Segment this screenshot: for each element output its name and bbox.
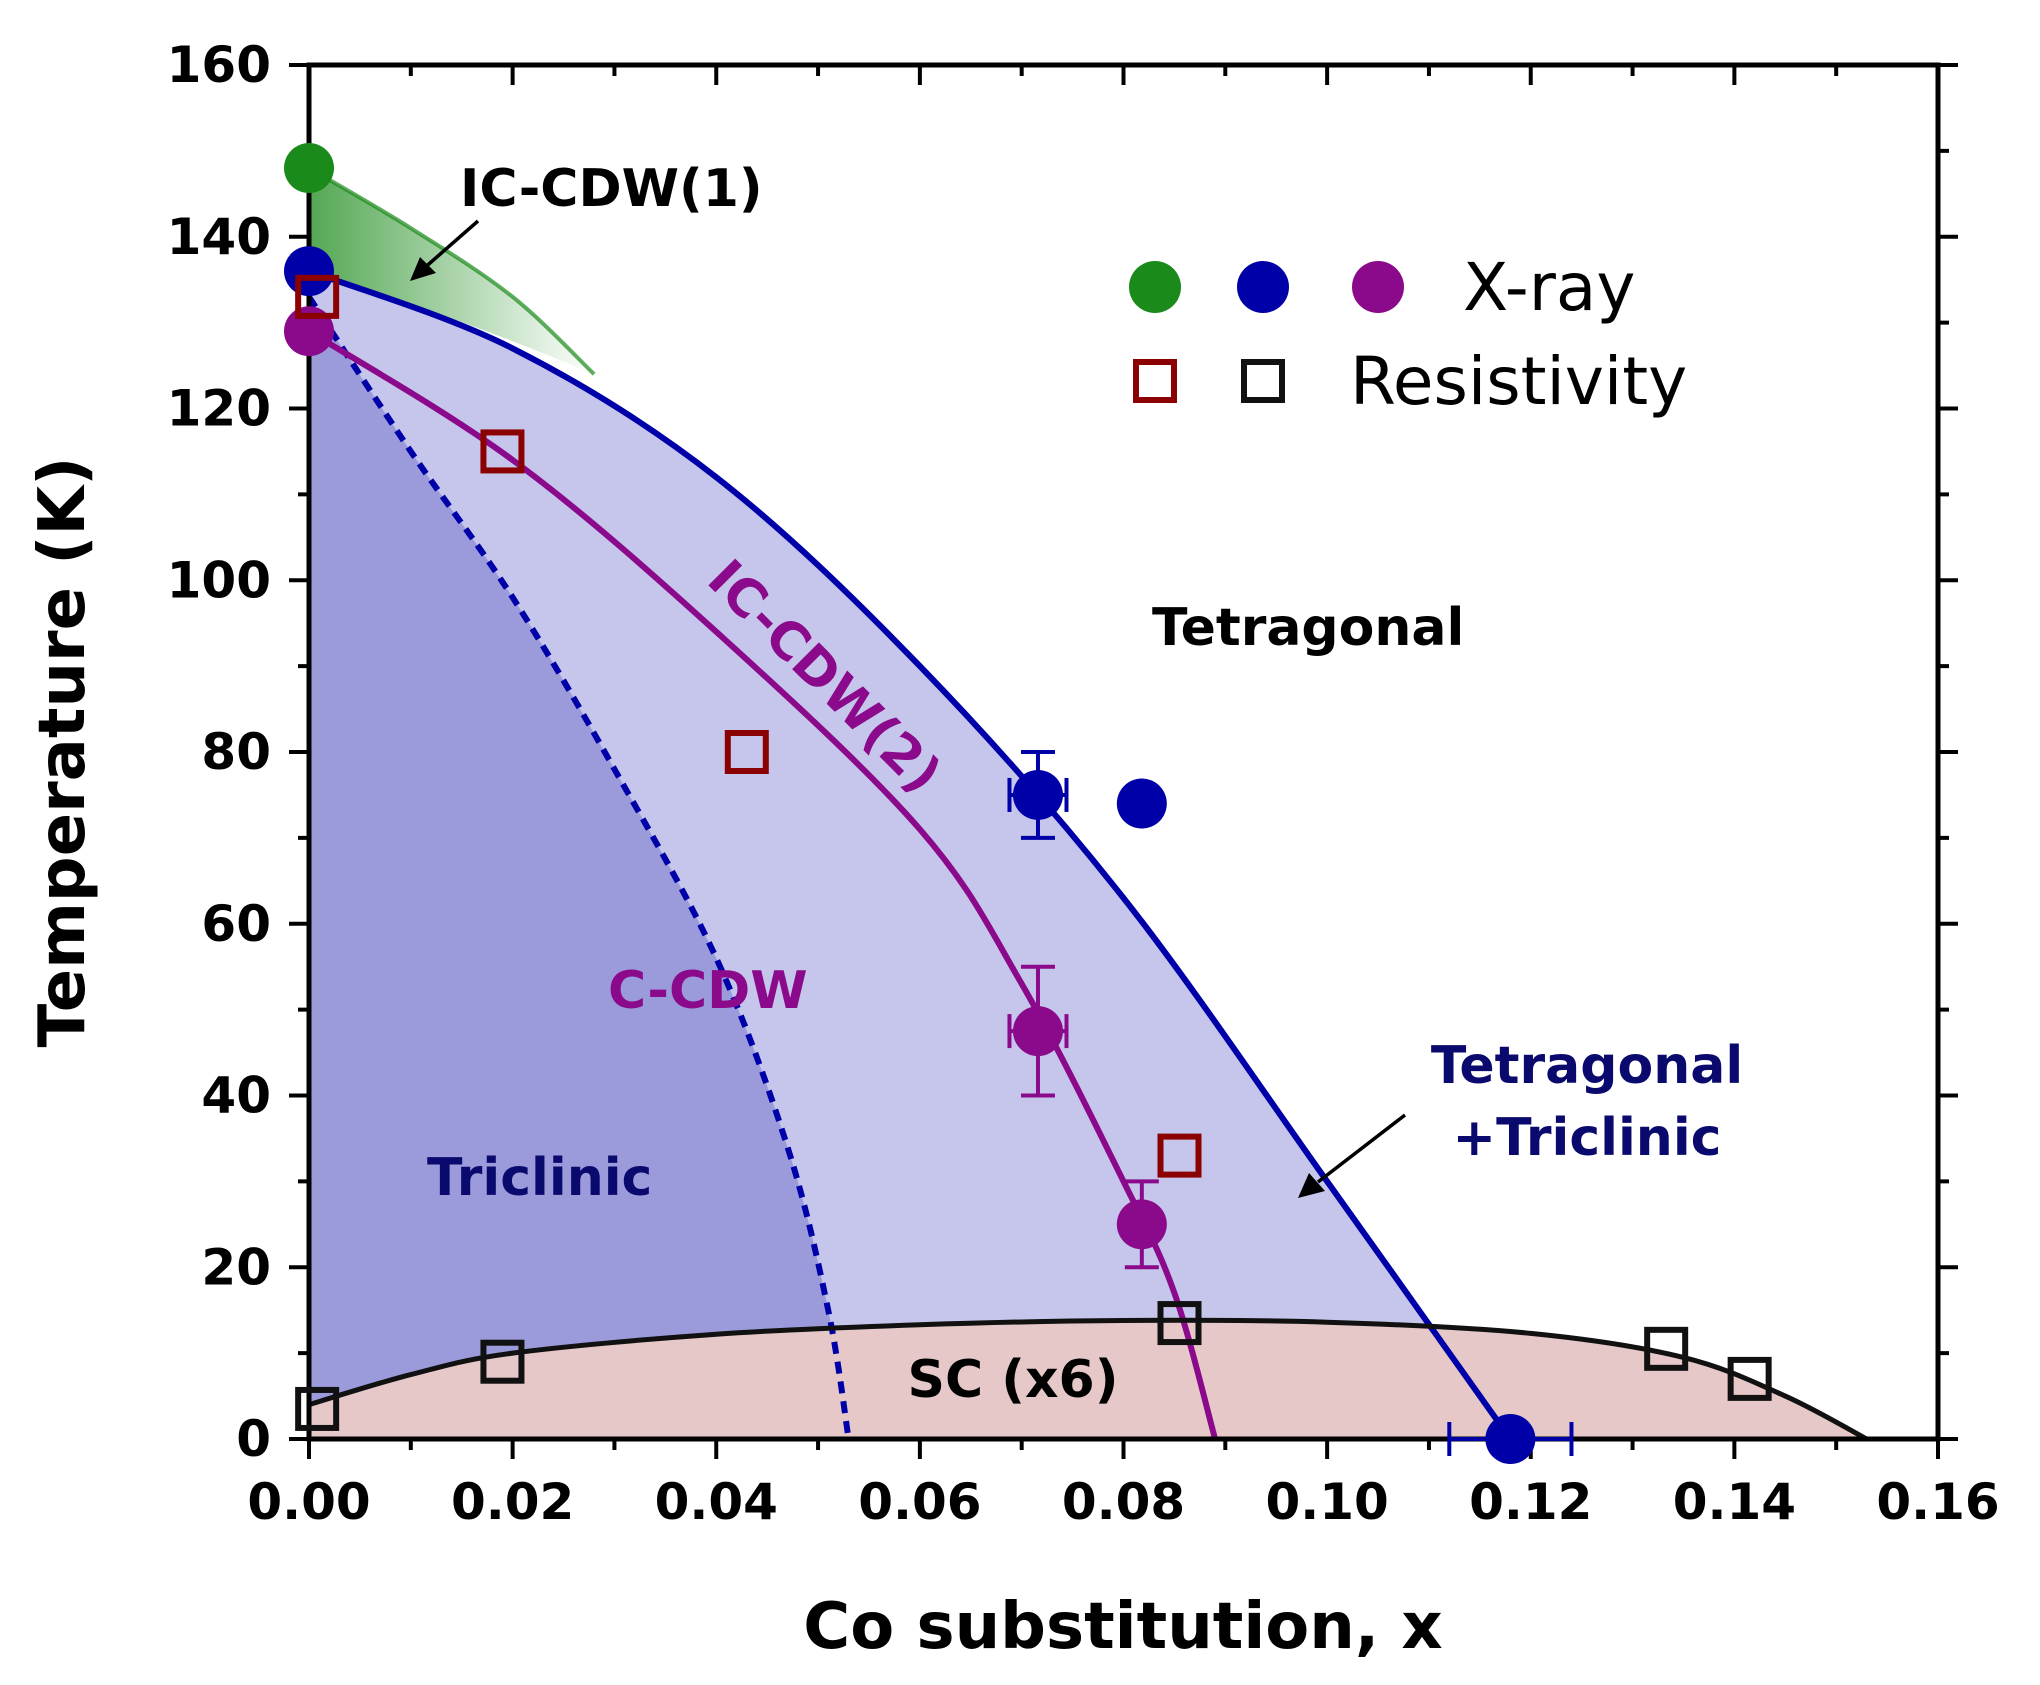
ic-cdw1-arrowhead xyxy=(410,257,436,281)
y-tick-label: 0 xyxy=(236,1410,271,1468)
x-tick-label: 0.06 xyxy=(858,1473,981,1531)
data-points xyxy=(284,143,1772,1464)
legend-markers xyxy=(1129,261,1404,403)
resistivity-data-point xyxy=(295,274,340,319)
c-cdw-label: C-CDW xyxy=(608,961,808,1021)
y-tick-label: 60 xyxy=(201,895,271,953)
y-tick-label: 20 xyxy=(201,1238,271,1296)
xray-data-point xyxy=(1012,769,1063,820)
ic-cdw1-arrow xyxy=(420,219,480,272)
y-axis-title: Temperature (K) xyxy=(26,457,100,1048)
axes: 0.00 0.02 0.04 0.06 0.08 0.10 0.12 0.14 0.16 0 20… xyxy=(26,36,2000,1664)
resistivity-data-point xyxy=(295,1386,340,1431)
x-axis-title: Co substitution, x xyxy=(803,1590,1442,1664)
ic-cdw1-region xyxy=(309,168,595,375)
resistivity-data-point xyxy=(1727,1356,1772,1401)
x-tick-label: 0.00 xyxy=(247,1473,370,1531)
y-tick-label: 120 xyxy=(167,380,271,438)
triclinic-region xyxy=(309,296,849,1439)
legend-resistivity-label: Resistivity xyxy=(1350,343,1687,420)
x-tick-label: 0.02 xyxy=(451,1473,574,1531)
y-tick-label: 140 xyxy=(167,208,271,266)
resistivity-data-point xyxy=(480,1339,525,1384)
xray-data-point xyxy=(284,246,334,297)
axis-ticks xyxy=(289,63,1958,1459)
resistivity-data-point xyxy=(1644,1326,1689,1371)
tetragonal-label: Tetragonal xyxy=(1152,598,1464,658)
xray-data-point xyxy=(1012,1006,1063,1057)
phase-regions xyxy=(309,168,1867,1439)
x-tick-label: 0.10 xyxy=(1265,1473,1388,1531)
x-tick-label: 0.12 xyxy=(1469,1473,1592,1531)
legend-xray-label: X-ray xyxy=(1463,249,1635,326)
y-tick-label: 160 xyxy=(167,36,271,94)
xray-data-point xyxy=(1485,1414,1536,1464)
legend-resistivity-marker xyxy=(1241,359,1285,403)
tetragonal-triclinic-boundary-line xyxy=(309,268,1513,1439)
x-tick-label: 0.08 xyxy=(1062,1473,1185,1531)
xray-data-point xyxy=(1116,778,1167,829)
legend-xray-marker xyxy=(1237,261,1289,313)
c-cdw-boundary-dashed-line xyxy=(309,295,852,1439)
x-tick-label: 0.16 xyxy=(1876,1473,1999,1531)
superconducting-label: SC (x6) xyxy=(908,1350,1119,1410)
legend-xray-marker xyxy=(1129,261,1181,313)
resistivity-data-point xyxy=(480,429,525,474)
legend-xray-marker xyxy=(1352,261,1404,313)
x-tick-labels: 0.00 0.02 0.04 0.06 0.08 0.10 0.12 0.14 0.16 xyxy=(247,1473,1999,1531)
y-tick-label: 100 xyxy=(167,551,271,609)
triclinic-label: Triclinic xyxy=(427,1148,652,1208)
resistivity-data-point xyxy=(724,730,769,774)
xray-data-point xyxy=(1116,1199,1167,1250)
y-tick-labels: 0 20 40 60 80 100 120 140 160 xyxy=(167,36,271,1468)
x-tick-label: 0.14 xyxy=(1673,1473,1796,1531)
tetragonal-triclinic-arrowhead xyxy=(1298,1173,1325,1198)
tetragonal-triclinic-label-line1: Tetragonal xyxy=(1431,1036,1743,1096)
resistivity-data-point xyxy=(1157,1133,1202,1178)
tetragonal-triclinic-arrow xyxy=(1316,1113,1407,1184)
y-tick-label: 80 xyxy=(201,723,271,781)
ic-cdw1-label: IC-CDW(1) xyxy=(460,159,763,219)
y-tick-label: 40 xyxy=(201,1067,271,1125)
legend-resistivity-marker xyxy=(1133,359,1177,403)
superconducting-region xyxy=(309,1320,1867,1439)
resistivity-data-point xyxy=(1157,1301,1202,1346)
x-tick-label: 0.04 xyxy=(655,1473,778,1531)
xray-data-point xyxy=(284,143,334,194)
legend: X-ray Resistivity xyxy=(1129,249,1687,420)
tetragonal-triclinic-label-line2: +Triclinic xyxy=(1453,1108,1722,1168)
ic-cdw1-boundary-line xyxy=(309,166,596,376)
